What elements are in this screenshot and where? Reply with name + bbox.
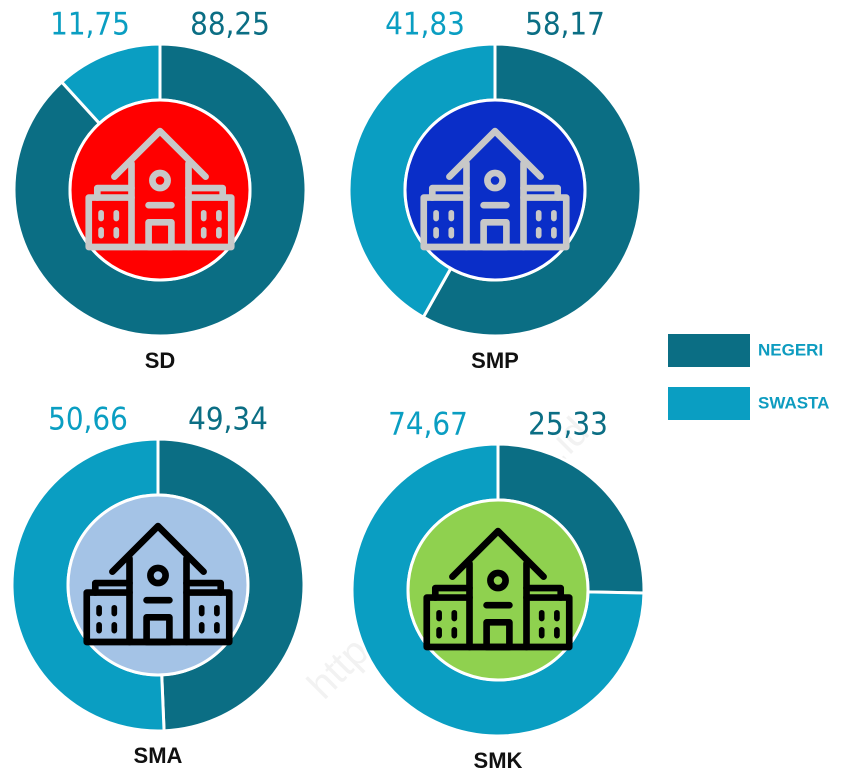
building-icon — [420, 127, 570, 251]
icon-part — [143, 613, 173, 646]
value-label: 88,25 — [190, 7, 270, 43]
icon-part — [433, 209, 557, 239]
chart-title: SD — [145, 348, 176, 373]
icon-part — [466, 560, 530, 651]
icon-part — [128, 160, 192, 251]
icon-part — [436, 609, 560, 639]
value-label: 49,34 — [188, 402, 268, 438]
legend-swatch — [668, 334, 750, 367]
icon-part — [145, 218, 175, 251]
legend-label: SWASTA — [758, 393, 829, 412]
icon-part — [147, 564, 169, 587]
icon-part — [98, 209, 222, 239]
icon-part — [96, 604, 220, 634]
icon-part — [463, 160, 527, 251]
chart-title: SMA — [134, 743, 183, 768]
icon-part — [93, 184, 227, 201]
icon-part — [126, 555, 190, 646]
icon-part — [149, 169, 171, 192]
icon-part — [428, 184, 562, 201]
icon-part — [483, 618, 513, 651]
value-label: 74,67 — [388, 407, 468, 443]
legend-label: NEGERI — [758, 340, 823, 359]
chart-title: SMP — [471, 348, 519, 373]
icon-part — [431, 584, 565, 601]
icon-part — [484, 169, 506, 192]
icon-part — [480, 218, 510, 251]
building-icon — [83, 522, 233, 646]
value-label: 11,75 — [50, 7, 130, 43]
legend-swatch — [668, 387, 750, 420]
icon-part — [487, 569, 509, 592]
value-label: 41,83 — [385, 7, 465, 43]
icon-part — [91, 579, 225, 596]
building-icon — [85, 127, 235, 251]
chart-title: SMK — [474, 748, 523, 773]
value-label: 25,33 — [528, 407, 608, 443]
value-label: 50,66 — [48, 402, 128, 438]
value-label: 58,17 — [525, 7, 605, 43]
building-icon — [423, 527, 573, 651]
